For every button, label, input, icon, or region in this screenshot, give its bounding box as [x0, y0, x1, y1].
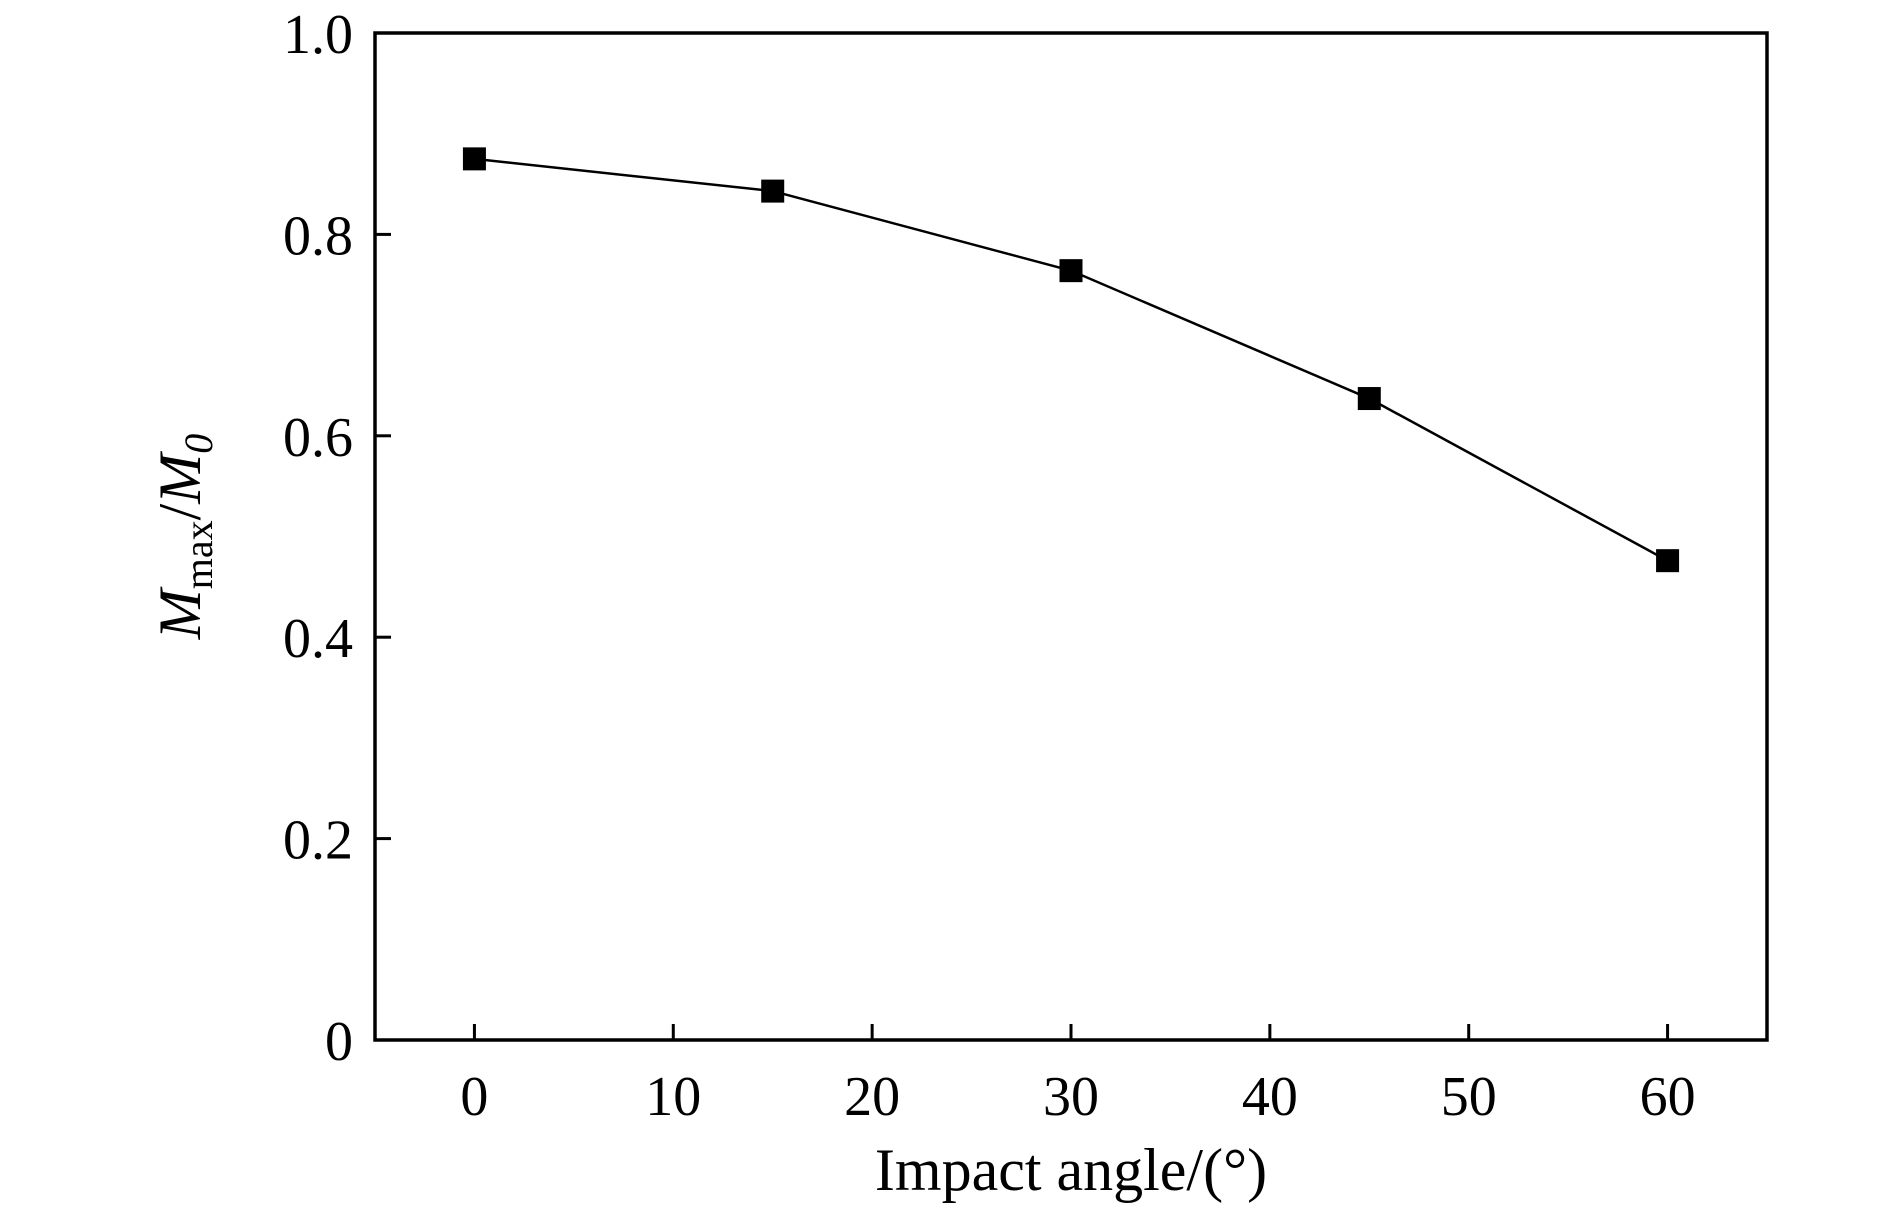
- x-tick-label: 40: [1242, 1066, 1298, 1128]
- y-axis-title-symbol-2: M: [147, 451, 213, 505]
- y-axis-title: Mmax/M0: [147, 434, 221, 641]
- data-point-marker: [462, 147, 486, 171]
- x-tick-label: 10: [645, 1066, 701, 1128]
- y-tick-label: 1.0: [283, 4, 353, 66]
- y-axis-title-symbol: M: [147, 586, 213, 640]
- y-axis-title-subscript-2: 0: [176, 434, 221, 454]
- x-tick-label: 0: [460, 1066, 488, 1128]
- x-tick-label: 30: [1043, 1066, 1099, 1128]
- y-tick-label: 0.4: [283, 608, 353, 670]
- data-point-marker: [761, 179, 785, 203]
- data-point-marker: [1357, 387, 1381, 411]
- series-line: [474, 157, 1669, 562]
- y-tick-label: 0.8: [283, 205, 353, 267]
- y-axis-title-separator: /: [147, 503, 213, 520]
- y-tick-label: 0: [325, 1011, 353, 1073]
- labels-layer: 0 10 20 30 40 50 60 0 0.2 0.4 0.6 0.8 1.0: [283, 4, 1696, 1128]
- x-tick-label: 60: [1640, 1066, 1696, 1128]
- y-tick-label: 0.2: [283, 810, 353, 872]
- data-point-marker: [1059, 259, 1083, 283]
- data-point-marker: [1656, 549, 1680, 573]
- plot-frame: [373, 31, 1769, 1042]
- y-axis-title-subscript: max: [176, 520, 221, 589]
- ticks-layer: [375, 31, 1670, 1042]
- y-tick-label: 0.6: [283, 407, 353, 469]
- x-axis-title: Impact angle/(°): [875, 1137, 1267, 1203]
- x-tick-label: 50: [1441, 1066, 1497, 1128]
- series-layer: [462, 147, 1680, 573]
- x-tick-label: 20: [844, 1066, 900, 1128]
